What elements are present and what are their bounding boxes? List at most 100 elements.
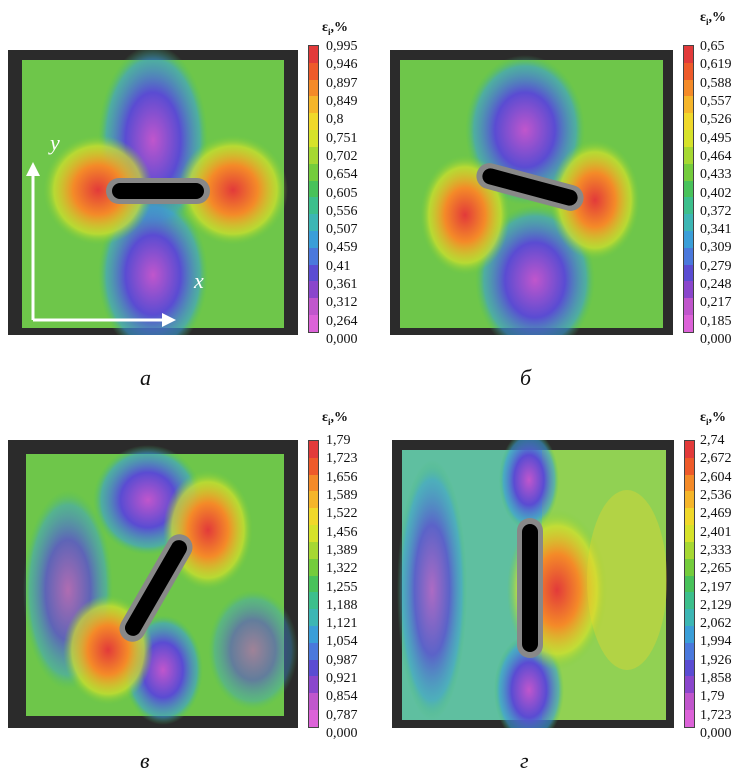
color-scale-swatch [309, 247, 318, 265]
tick-label: 0,557 [700, 93, 732, 109]
tick-label: 0,000 [700, 726, 732, 741]
strain-map-c [23, 445, 298, 725]
color-scale-swatch [684, 247, 693, 265]
tick-label: 0,402 [700, 185, 732, 201]
color-scale-swatch [684, 146, 693, 164]
strain-field-image-a: y x [8, 50, 298, 335]
tick-label: 0,605 [326, 185, 358, 201]
strain-field-image-b [390, 50, 673, 335]
color-scale-swatch [309, 264, 318, 282]
tick-label: 0,507 [326, 222, 358, 238]
tick-label: 0,8 [326, 112, 344, 128]
tick-label: 2,672 [700, 451, 732, 467]
unit-label-d: εi,% [700, 410, 726, 427]
tick-label: 2,062 [700, 616, 732, 632]
tick-label: 0,495 [700, 130, 732, 146]
unit-label-c: εi,% [322, 410, 348, 427]
tick-label: 0,309 [700, 240, 732, 256]
color-scale-swatch [684, 214, 693, 231]
color-scale-swatch [684, 46, 693, 63]
color-scale-swatch [309, 113, 318, 131]
color-scale-swatch [309, 46, 318, 63]
color-scale-swatch [684, 281, 693, 299]
tick-label: 0,987 [326, 652, 358, 668]
unit-label-b: εi,% [700, 10, 726, 27]
color-scale-swatch [684, 62, 693, 80]
tick-label: 0,751 [326, 130, 358, 146]
color-scale-swatch [684, 96, 693, 114]
color-scale-d [684, 440, 695, 728]
color-scale-swatch [685, 575, 694, 593]
tick-label: 0,459 [326, 240, 358, 256]
tick-label: 1,994 [700, 634, 732, 650]
color-scale-swatch [309, 710, 318, 727]
tick-label: 0,312 [326, 295, 358, 311]
tick-label: 2,604 [700, 469, 732, 485]
color-scale-swatch [309, 315, 318, 332]
color-scale-swatch [309, 525, 318, 542]
unit-label-a: εi,% [322, 20, 348, 37]
color-scale-swatch [684, 197, 693, 215]
tick-labels-a: 0,995 0,946 0,897 0,849 0,8 0,751 0,702 0,654 0,… [326, 39, 386, 347]
strain-map-a [22, 50, 288, 335]
color-scale-swatch [309, 642, 318, 660]
tick-label: 0,361 [326, 277, 358, 293]
tick-label: 0,372 [700, 203, 732, 219]
color-scale-swatch [685, 491, 694, 509]
tick-labels-b: 0,65 0,619 0,588 0,557 0,526 0,495 0,464 0,433 0… [700, 39, 748, 347]
color-scale-b [683, 45, 694, 333]
color-scale-swatch [309, 592, 318, 610]
tick-label: 0,264 [326, 313, 358, 329]
color-scale-swatch [685, 525, 694, 542]
color-scale-swatch [309, 96, 318, 114]
color-scale-swatch [684, 298, 693, 315]
color-scale-swatch [309, 491, 318, 509]
tick-label: 0,854 [326, 689, 358, 705]
tick-label: 0,995 [326, 39, 358, 54]
color-scale-swatch [684, 113, 693, 131]
tick-label: 1,054 [326, 634, 358, 650]
color-scale-swatch [309, 214, 318, 231]
tick-label: 1,589 [326, 487, 358, 503]
color-scale-swatch [685, 693, 694, 710]
color-scale-swatch [685, 676, 694, 694]
color-scale-swatch [309, 457, 318, 475]
color-scale-swatch [309, 508, 318, 526]
tick-label: 0,946 [326, 57, 358, 73]
tick-label: 0,279 [700, 258, 732, 274]
color-scale-swatch [684, 130, 693, 147]
color-scale-swatch [309, 230, 318, 248]
tick-label: 0,921 [326, 671, 358, 687]
color-scale-swatch [309, 693, 318, 710]
axis-label-x: x [194, 268, 204, 293]
color-scale-swatch [685, 625, 694, 643]
tick-label: 1,322 [326, 561, 358, 577]
tick-label: 2,265 [700, 561, 732, 577]
tick-label: 1,255 [326, 579, 358, 595]
strain-map-d [397, 440, 667, 728]
strain-map-b [400, 55, 663, 335]
tick-label: 0,248 [700, 277, 732, 293]
tick-label: 0,702 [326, 148, 358, 164]
tick-label: 1,926 [700, 652, 732, 668]
color-scale-swatch [309, 441, 318, 458]
tick-label: 1,188 [326, 597, 358, 613]
tick-label: 2,401 [700, 524, 732, 540]
color-scale-swatch [685, 710, 694, 727]
color-scale-swatch [685, 441, 694, 458]
color-scale-swatch [309, 541, 318, 559]
color-scale-swatch [685, 474, 694, 492]
tick-label: 0,849 [326, 93, 358, 109]
tick-label: 2,129 [700, 597, 732, 613]
tick-label: 0,000 [700, 332, 732, 347]
tick-label: 0,556 [326, 203, 358, 219]
tick-label: 1,858 [700, 671, 732, 687]
panel-caption-a: а [140, 365, 151, 390]
tick-label: 0,897 [326, 75, 358, 91]
color-scale-swatch [309, 558, 318, 576]
strain-field-image-d [392, 440, 674, 728]
color-scale-swatch [685, 508, 694, 526]
tick-label: 2,536 [700, 487, 732, 503]
tick-label: 1,79 [326, 433, 351, 448]
tick-label: 0,65 [700, 39, 725, 54]
